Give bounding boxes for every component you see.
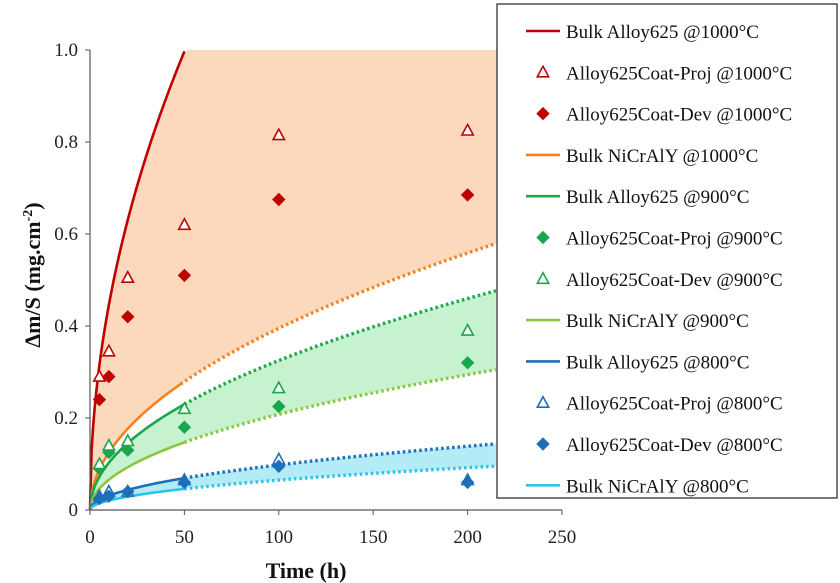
ticks-layer: 0 50 100 150 200 250 0 0.2 0.4 0.6 0.8 1.0 — [54, 40, 576, 548]
data-point-dev-1000-5 — [460, 188, 475, 202]
legend-label-bulk-nicraly-800: Bulk NiCrAlY @800°C — [566, 476, 749, 497]
data-point-dev-800-5 — [460, 475, 475, 490]
data-point-proj-1000-5 — [460, 122, 475, 136]
data-point-dev-1000-2 — [121, 310, 135, 324]
legend-swatch-proj-800 — [535, 395, 551, 409]
band-1 — [90, 290, 496, 510]
data-point-dev-800-4 — [272, 459, 286, 474]
legend-label-proj-1000: Alloy625Coat-Proj @1000°C — [566, 63, 792, 84]
data-point-proj-1000-3 — [177, 217, 192, 231]
data-point-proj-1000-4 — [271, 127, 286, 141]
legend-label-bulk-alloy625-1000: Bulk Alloy625 @1000°C — [566, 22, 759, 43]
y-axis-title-main: Δm/S (mg.cm — [20, 221, 45, 347]
legend-label-bulk-alloy625-800: Bulk Alloy625 @800°C — [566, 352, 749, 373]
data-point-proj-900-5 — [460, 356, 475, 370]
data-point-dev-800-1 — [102, 489, 116, 503]
legend-item-bulk-alloy625-800: Bulk Alloy625 @800°C — [526, 352, 749, 373]
data-point-dev-1000-1 — [102, 369, 116, 384]
y-tick-label-1: 0.2 — [54, 408, 78, 429]
legend-item-dev-1000: Alloy625Coat-Dev @1000°C — [536, 105, 792, 126]
series-line-bulk-nicraly-1000 — [88, 383, 182, 511]
legend-label-proj-800: Alloy625Coat-Proj @800°C — [566, 394, 783, 415]
x-tick-label-0: 0 — [85, 527, 95, 548]
data-point-dev-1000-3 — [177, 268, 192, 283]
data-point-dev-900-0 — [92, 456, 107, 470]
legend-item-dev-800: Alloy625Coat-Dev @800°C — [536, 435, 783, 456]
data-point-dev-800-2 — [121, 484, 135, 499]
band-2 — [90, 443, 496, 510]
data-point-proj-1000-1 — [101, 343, 116, 357]
y-tick-label-3: 0.6 — [54, 224, 78, 245]
axes-layer — [89, 50, 562, 511]
y-axis-title-end: ) — [20, 202, 45, 209]
data-point-dev-900-3 — [177, 401, 192, 415]
legend-label-dev-800: Alloy625Coat-Dev @800°C — [566, 435, 783, 456]
legend-box — [496, 3, 838, 499]
y-tick-label-0: 0 — [69, 500, 79, 521]
series-line-bulk-alloy625-1000 — [88, 50, 186, 511]
legend-swatch-proj-900 — [536, 230, 550, 245]
data-point-proj-1000-0 — [92, 368, 107, 382]
data-point-dev-1000-4 — [272, 192, 286, 207]
legend-items: Bulk Alloy625 @1000°C Alloy625Coat-Proj @… — [526, 22, 792, 497]
legend-item-proj-900: Alloy625Coat-Proj @900°C — [536, 229, 783, 250]
x-tick-label-4: 200 — [453, 527, 482, 548]
x-tick-label-2: 100 — [265, 527, 294, 548]
data-point-dev-1000-0 — [92, 392, 107, 407]
lines-layer — [88, 50, 497, 511]
data-point-proj-900-2 — [121, 443, 135, 457]
data-point-dev-800-3 — [177, 475, 192, 490]
legend-label-proj-900: Alloy625Coat-Proj @900°C — [566, 229, 783, 250]
data-point-dev-900-4 — [271, 380, 286, 394]
data-point-dev-900-1 — [101, 437, 116, 451]
x-tick-label-5: 250 — [548, 527, 577, 548]
series-extrapolation-bulk-nicraly-800 — [184, 464, 497, 491]
legend: Bulk Alloy625 @1000°C Alloy625Coat-Proj @… — [496, 3, 838, 499]
series-extrapolation-bulk-nicraly-900 — [183, 368, 497, 444]
legend-item-bulk-alloy625-1000: Bulk Alloy625 @1000°C — [526, 22, 759, 43]
legend-item-proj-800: Alloy625Coat-Proj @800°C — [535, 394, 783, 415]
x-axis-title: Time (h) — [266, 558, 347, 583]
legend-swatch-dev-900 — [535, 271, 551, 285]
series-extrapolation-bulk-nicraly-1000 — [179, 241, 497, 386]
data-point-proj-1000-2 — [120, 270, 135, 284]
legend-label-bulk-alloy625-900: Bulk Alloy625 @900°C — [566, 187, 749, 208]
legend-label-dev-900: Alloy625Coat-Dev @900°C — [566, 270, 783, 291]
band-0 — [90, 50, 562, 510]
legend-item-bulk-nicraly-900: Bulk NiCrAlY @900°C — [526, 311, 749, 332]
y-axis-title: Δm/S (mg.cm-2) — [20, 202, 45, 347]
legend-label-bulk-nicraly-1000: Bulk NiCrAlY @1000°C — [566, 146, 758, 167]
legend-item-dev-900: Alloy625Coat-Dev @900°C — [535, 270, 783, 291]
y-axis-title-superscript: -2 — [21, 210, 36, 222]
y-tick-label-2: 0.4 — [54, 316, 78, 337]
y-tick-label-5: 1.0 — [54, 40, 78, 61]
legend-swatch-dev-800 — [536, 437, 550, 451]
bands-layer — [90, 50, 562, 510]
markers-layer — [92, 122, 475, 506]
legend-item-proj-1000: Alloy625Coat-Proj @1000°C — [535, 63, 792, 84]
data-point-dev-900-5 — [460, 322, 475, 336]
legend-swatch-proj-1000 — [535, 64, 551, 78]
legend-item-bulk-nicraly-1000: Bulk NiCrAlY @1000°C — [526, 146, 758, 167]
x-tick-label-1: 50 — [175, 527, 194, 548]
x-tick-label-3: 150 — [359, 527, 388, 548]
legend-item-bulk-nicraly-800: Bulk NiCrAlY @800°C — [526, 476, 749, 497]
legend-swatch-dev-1000 — [536, 106, 550, 121]
legend-item-bulk-alloy625-900: Bulk Alloy625 @900°C — [526, 187, 749, 208]
y-tick-label-4: 0.8 — [54, 132, 78, 153]
legend-label-dev-1000: Alloy625Coat-Dev @1000°C — [566, 105, 792, 126]
data-point-proj-900-3 — [177, 420, 192, 434]
series-line-bulk-nicraly-900 — [88, 441, 185, 511]
data-point-dev-900-2 — [120, 433, 135, 447]
series-line-bulk-alloy625-900 — [88, 403, 186, 511]
legend-label-bulk-nicraly-900: Bulk NiCrAlY @900°C — [566, 311, 749, 332]
data-point-proj-900-4 — [272, 399, 286, 414]
